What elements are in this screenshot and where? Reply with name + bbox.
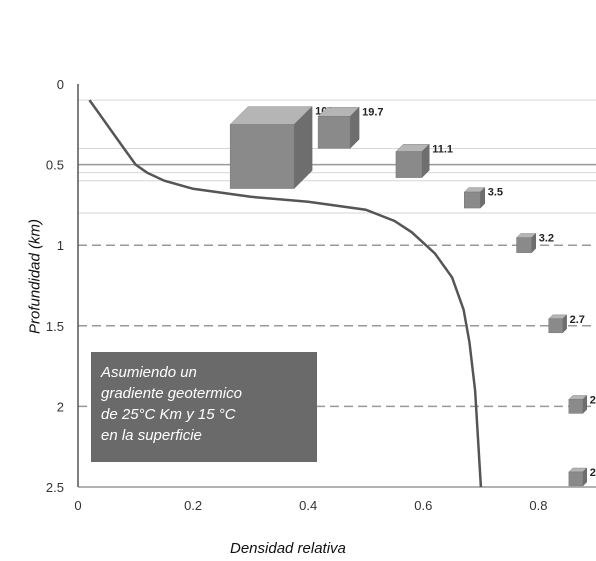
note-line: gradiente geotermico bbox=[101, 385, 242, 402]
x-tick-label: 0.6 bbox=[414, 498, 432, 513]
y-tick-label: 2 bbox=[57, 399, 64, 414]
cube-front bbox=[568, 471, 584, 487]
y-axis-label: Profundidad (km) bbox=[26, 218, 44, 335]
note-line: de 25°C Km y 15 °C bbox=[101, 406, 236, 423]
cube-label: 2.7 bbox=[590, 467, 596, 479]
cube-label: 2.7 bbox=[590, 394, 596, 406]
density-curve bbox=[88, 99, 483, 488]
note-box: Asumiendo un gradiente geotermico de 25°… bbox=[91, 352, 317, 462]
cube-front bbox=[395, 151, 423, 178]
cube-label: 3.5 bbox=[488, 187, 503, 199]
x-tick-label: 0.4 bbox=[299, 498, 317, 513]
y-tick-label: 1 bbox=[57, 238, 64, 253]
cube-label: 11.1 bbox=[432, 143, 453, 155]
note-line: en la superficie bbox=[101, 427, 202, 444]
cube-front bbox=[229, 124, 295, 189]
cube-label: 2.7 bbox=[570, 314, 585, 326]
x-tick-label: 0.8 bbox=[529, 498, 547, 513]
y-tick-label: 1.5 bbox=[46, 319, 64, 334]
cube-front bbox=[568, 399, 584, 414]
cube-label: 3.2 bbox=[539, 233, 554, 245]
cube-front bbox=[464, 191, 481, 209]
y-tick-label: 2.5 bbox=[46, 480, 64, 495]
note-line: Asumiendo un bbox=[101, 364, 197, 381]
x-axis-label: Densidad relativa bbox=[230, 540, 346, 557]
cube-front bbox=[317, 116, 351, 149]
x-tick-label: 0 bbox=[74, 498, 81, 513]
y-tick-label: 0.5 bbox=[46, 158, 64, 173]
cube-front bbox=[516, 237, 532, 253]
x-tick-label: 0.2 bbox=[184, 498, 202, 513]
cube-label: 19.7 bbox=[362, 106, 383, 118]
y-tick-label: 0 bbox=[57, 77, 64, 92]
cube-front bbox=[548, 318, 563, 334]
